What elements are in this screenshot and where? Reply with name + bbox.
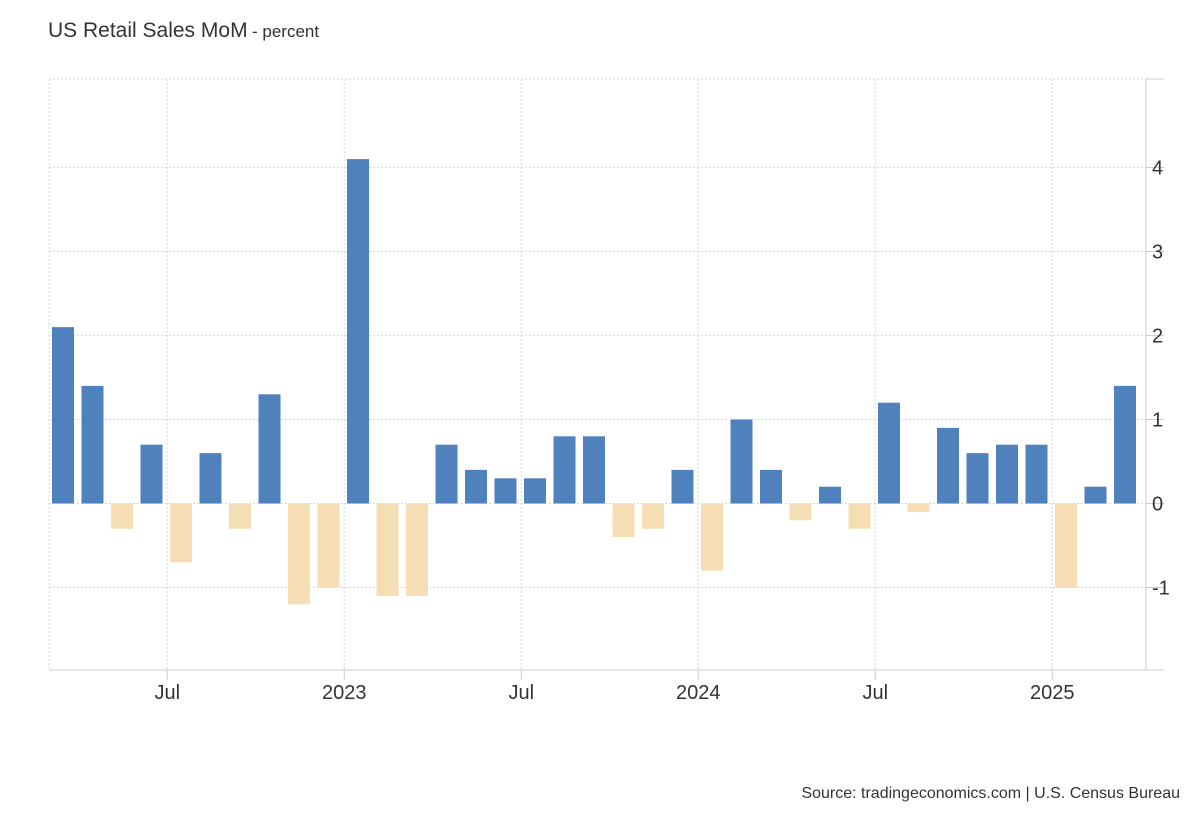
x-tick-label: 2023 xyxy=(322,682,367,704)
x-tick-label: Jul xyxy=(508,682,534,704)
bar-negative xyxy=(907,503,930,512)
chart-title: US Retail Sales MoM xyxy=(48,19,248,42)
y-tick-label: 1 xyxy=(1152,410,1163,432)
bar-positive xyxy=(347,159,369,504)
bar-negative xyxy=(848,503,871,529)
y-tick-label: -1 xyxy=(1152,578,1170,600)
bar-negative xyxy=(288,503,310,605)
bar-positive xyxy=(465,469,487,504)
bar-positive xyxy=(937,427,959,504)
y-tick-label: 3 xyxy=(1152,242,1163,264)
bar-positive xyxy=(996,444,1018,504)
chart-title-block: US Retail Sales MoM - percent xyxy=(48,19,319,43)
bar-negative xyxy=(612,503,635,538)
bar-positive xyxy=(524,478,546,504)
bar-positive xyxy=(494,478,517,504)
bar-negative xyxy=(376,503,399,596)
bar-positive xyxy=(878,402,900,504)
bar-positive xyxy=(435,444,458,504)
bar-positive xyxy=(1114,385,1136,504)
bar-positive xyxy=(1025,444,1048,504)
bar-positive xyxy=(671,469,694,504)
bar-positive xyxy=(258,394,281,504)
bar-positive xyxy=(730,419,753,504)
bar-negative xyxy=(789,503,812,521)
bar-positive xyxy=(760,469,782,504)
bar-negative xyxy=(317,503,340,588)
bar-positive xyxy=(52,327,74,504)
bar-negative xyxy=(1055,503,1077,588)
bar-positive xyxy=(81,385,104,504)
y-tick-label: 4 xyxy=(1152,158,1163,180)
bar-positive xyxy=(553,436,576,504)
bar-positive xyxy=(966,453,989,504)
bar-positive xyxy=(199,453,222,504)
bar-negative xyxy=(170,503,192,563)
x-tick-label: Jul xyxy=(862,682,888,704)
x-tick-label: 2024 xyxy=(676,682,721,704)
x-tick-label: Jul xyxy=(154,682,180,704)
source-attribution: Source: tradingeconomics.com | U.S. Cens… xyxy=(801,785,1180,802)
bar-positive xyxy=(583,436,605,504)
bar-positive xyxy=(140,444,163,504)
x-tick-label: 2025 xyxy=(1030,682,1075,704)
bar-negative xyxy=(229,503,251,529)
bar-positive xyxy=(819,486,841,504)
y-tick-label: 2 xyxy=(1152,326,1163,348)
chart-subtitle: - percent xyxy=(252,22,320,41)
bar-negative xyxy=(701,503,723,571)
retail-sales-bar-chart: -1 0 1 2 3 4 Jul 2023 Jul 2024 Jul 2025 xyxy=(48,78,1170,704)
bar-negative xyxy=(111,503,133,529)
bar-negative xyxy=(642,503,664,529)
bar-negative xyxy=(406,503,428,596)
y-tick-label: 0 xyxy=(1152,494,1163,516)
bar-positive xyxy=(1084,486,1107,504)
